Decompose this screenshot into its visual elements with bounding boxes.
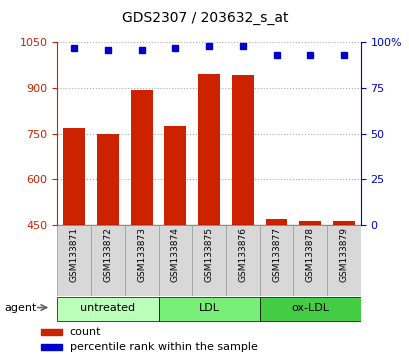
Bar (192, 225, 225, 296)
Text: GSM133874: GSM133874 (171, 227, 180, 282)
Text: agent: agent (4, 303, 36, 313)
Bar (259, 297, 360, 321)
Text: LDL: LDL (198, 303, 219, 313)
Bar (57, 297, 158, 321)
Text: GSM133873: GSM133873 (137, 227, 146, 282)
Bar (158, 297, 259, 321)
Text: untreated: untreated (80, 303, 135, 313)
Text: GSM133875: GSM133875 (204, 227, 213, 282)
Bar (326, 225, 360, 296)
Bar (164, 126, 186, 225)
Bar (231, 75, 253, 225)
Text: percentile rank within the sample: percentile rank within the sample (70, 342, 257, 352)
Bar (130, 90, 152, 225)
Bar (41, 329, 61, 335)
Bar (63, 127, 85, 225)
Bar (158, 225, 192, 296)
Bar (259, 225, 293, 296)
Text: GSM133872: GSM133872 (103, 227, 112, 282)
Text: GSM133879: GSM133879 (339, 227, 348, 282)
Bar (91, 225, 124, 296)
Text: GSM133871: GSM133871 (70, 227, 79, 282)
Bar (265, 219, 287, 225)
Bar (124, 225, 158, 296)
Bar (97, 133, 119, 225)
Bar (57, 225, 91, 296)
Bar (293, 225, 326, 296)
Text: GDS2307 / 203632_s_at: GDS2307 / 203632_s_at (121, 11, 288, 25)
Bar (332, 221, 354, 225)
Text: GSM133878: GSM133878 (305, 227, 314, 282)
Bar (41, 344, 61, 350)
Bar (225, 225, 259, 296)
Text: count: count (70, 327, 101, 337)
Text: ox-LDL: ox-LDL (290, 303, 328, 313)
Bar (198, 74, 220, 225)
Text: GSM133877: GSM133877 (271, 227, 280, 282)
Text: GSM133876: GSM133876 (238, 227, 247, 282)
Bar (299, 221, 320, 225)
